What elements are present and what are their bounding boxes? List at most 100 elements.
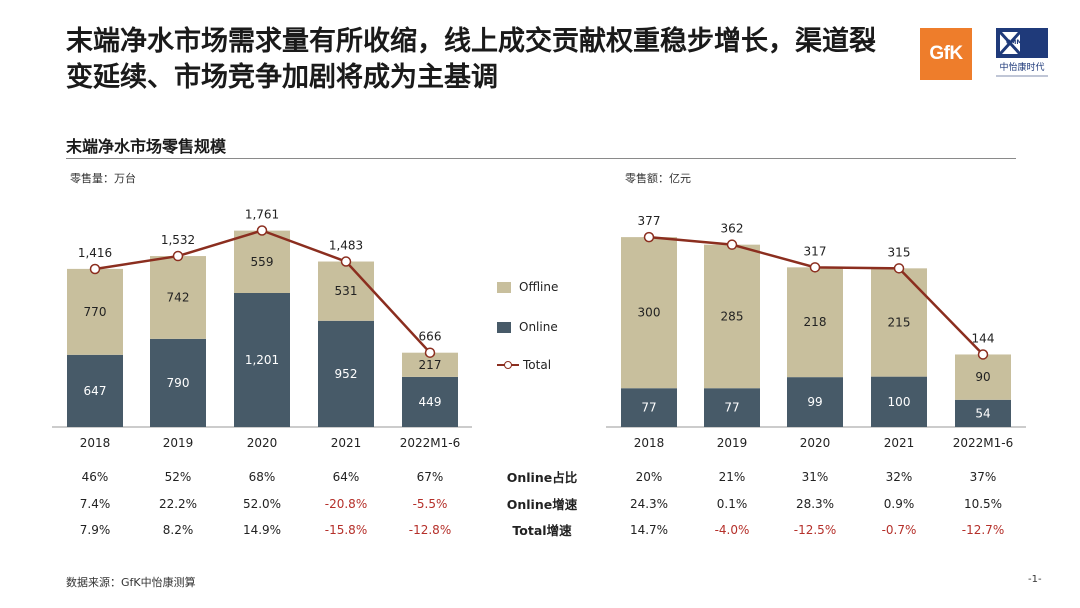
left-table-online_growth-1: 22.2%	[159, 497, 197, 511]
left-bar-offline-1	[150, 256, 206, 339]
left-tick-label-4: 2022M1-6	[400, 436, 461, 450]
right-total-label-4: 144	[972, 331, 995, 345]
row-total-growth: Total增速	[0, 520, 1080, 540]
left-total-point-2	[256, 225, 268, 236]
right-total-label-3: 315	[888, 245, 911, 259]
right-label-offline-4: 90	[975, 370, 990, 384]
gfk-logo: GfK	[920, 28, 972, 80]
left-bar-online-4	[402, 376, 458, 427]
right-table-online_share-3: 32%	[886, 470, 913, 484]
right-label-online-2: 99	[807, 395, 822, 409]
left-tick-label-3: 2021	[331, 436, 362, 450]
legend-total: Total	[497, 358, 551, 372]
legend-offline-swatch	[497, 281, 511, 293]
left-total-label-3: 1,483	[329, 239, 363, 253]
right-label-offline-2: 218	[804, 315, 827, 329]
data-source: 数据来源：GfK中怡康测算	[66, 576, 196, 589]
left-bar-online-2	[234, 292, 290, 427]
legend-offline: Offline	[497, 280, 558, 294]
left-bar-online-3	[318, 320, 374, 427]
svg-text:中怡康时代: 中怡康时代	[999, 61, 1044, 73]
right-table-online_growth-3: 0.9%	[884, 497, 915, 511]
right-total-point-2	[809, 262, 821, 273]
left-total-label-1: 1,532	[161, 233, 195, 247]
right-total-label-1: 362	[721, 222, 744, 236]
right-table-online_share-0: 20%	[636, 470, 663, 484]
left-table-online_growth-3: -20.8%	[325, 497, 367, 511]
left-total-point-0	[89, 263, 101, 275]
right-table-online_share-2: 31%	[802, 470, 829, 484]
left-label-offline-3: 531	[335, 284, 358, 298]
svg-text:CMM: CMM	[1006, 39, 1022, 46]
left-label-offline-0: 770	[84, 305, 107, 319]
right-bar-online-2	[787, 377, 843, 427]
right-label-offline-1: 285	[721, 309, 744, 323]
left-table-total_growth-3: -15.8%	[325, 523, 367, 537]
row-online-growth: Online增速	[0, 494, 1080, 514]
right-total-point-0	[643, 231, 655, 243]
left-table-total_growth-4: -12.8%	[409, 523, 451, 537]
right-bar-offline-2	[787, 267, 843, 378]
right-bar-offline-0	[621, 237, 677, 389]
left-table-total_growth-1: 8.2%	[163, 523, 194, 537]
left-label-offline-4: 217	[419, 358, 442, 372]
left-table-online_growth-2: 52.0%	[243, 497, 281, 511]
left-label-offline-2: 559	[251, 255, 274, 269]
right-total-point-3	[893, 263, 905, 274]
right-label-offline-3: 215	[888, 315, 911, 329]
left-chart-unit: 零售量：万台	[70, 172, 136, 185]
left-label-online-1: 790	[167, 376, 190, 390]
left-label-online-2: 1,201	[245, 353, 279, 367]
right-total-point-1	[726, 239, 738, 250]
right-table-total_growth-0: 14.7%	[630, 523, 668, 537]
left-tick-label-2: 2020	[247, 436, 278, 450]
left-table-online_share-4: 67%	[417, 470, 444, 484]
left-table-online_growth-0: 7.4%	[80, 497, 111, 511]
left-total-point-3	[340, 256, 352, 267]
page-number: -1-	[1028, 574, 1042, 585]
left-table-total_growth-0: 7.9%	[80, 523, 111, 537]
right-tick-label-2: 2020	[800, 436, 831, 450]
left-bar-offline-2	[234, 230, 290, 293]
right-bar-online-4	[955, 399, 1011, 427]
left-table-online_share-2: 68%	[249, 470, 276, 484]
left-total-point-4	[424, 347, 436, 358]
right-bar-offline-4	[955, 354, 1011, 400]
left-table-online_share-0: 46%	[82, 470, 109, 484]
right-table-online_growth-2: 28.3%	[796, 497, 834, 511]
right-label-online-1: 77	[724, 401, 739, 415]
right-tick-label-3: 2021	[884, 436, 915, 450]
left-tick-label-0: 2018	[80, 436, 111, 450]
row-online-share: Online占比	[0, 467, 1080, 487]
right-total-label-0: 377	[638, 214, 661, 228]
cmm-logo: CMM 中怡康时代	[996, 28, 1048, 77]
left-total-label-0: 1,416	[78, 246, 112, 260]
right-table-total_growth-1: -4.0%	[715, 523, 750, 537]
left-label-online-3: 952	[335, 367, 358, 381]
right-label-online-0: 77	[641, 401, 656, 415]
right-total-point-4	[977, 349, 989, 360]
left-table-online_share-3: 64%	[333, 470, 360, 484]
title-divider	[66, 158, 1016, 159]
right-table-total_growth-2: -12.5%	[794, 523, 836, 537]
right-table-online_growth-1: 0.1%	[717, 497, 748, 511]
left-bar-offline-3	[318, 261, 374, 321]
left-total-point-1	[172, 250, 184, 262]
legend-online: Online	[497, 320, 558, 334]
left-total-label-2: 1,761	[245, 208, 279, 222]
left-tick-label-1: 2019	[163, 436, 194, 450]
row-label-total-growth: Total增速	[512, 523, 572, 538]
chart-subtitle: 末端净水市场零售规模	[66, 137, 227, 156]
right-tick-label-4: 2022M1-6	[953, 436, 1014, 450]
right-table-total_growth-3: -0.7%	[882, 523, 917, 537]
right-table-online_growth-4: 10.5%	[964, 497, 1002, 511]
right-bar-offline-1	[704, 244, 760, 389]
right-table-online_share-1: 21%	[719, 470, 746, 484]
right-bar-online-1	[704, 388, 760, 427]
right-table-total_growth-4: -12.7%	[962, 523, 1004, 537]
page-title: 末端净水市场需求量有所收缩，线上成交贡献权重稳步增长，渠道裂变延续、市场竞争加剧…	[66, 26, 876, 93]
row-label-online-share: Online占比	[506, 470, 578, 485]
left-bar-online-1	[150, 338, 206, 427]
row-label-online-growth: Online增速	[506, 497, 578, 512]
